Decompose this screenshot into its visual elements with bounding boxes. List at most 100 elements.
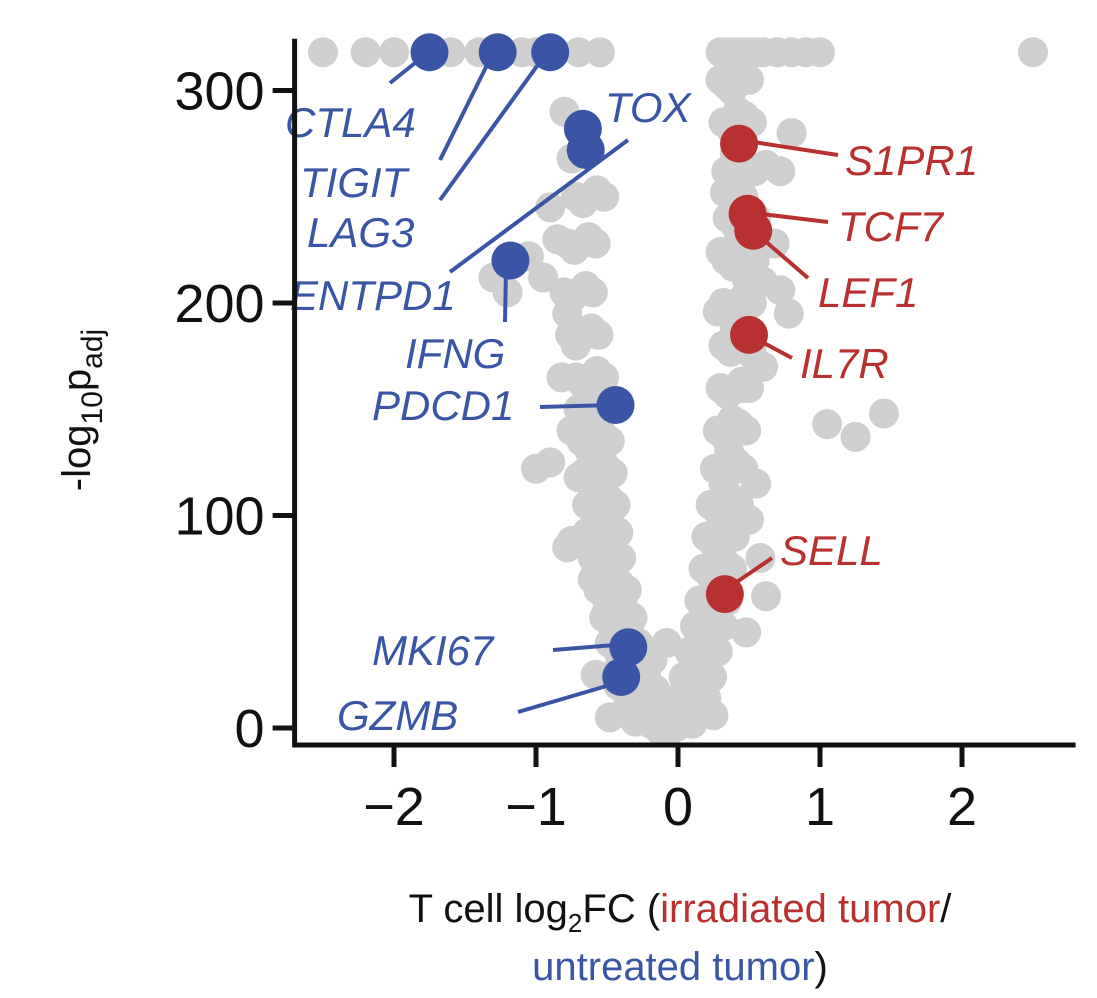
gene-label-tcf7: TCF7	[838, 203, 945, 250]
gene-point	[580, 228, 611, 259]
y-tick-label: 100	[174, 487, 264, 547]
gene-point-ctla4	[410, 33, 449, 72]
gene-point	[739, 156, 770, 187]
gene-label-il7r: IL7R	[800, 340, 889, 387]
x-axis-ticks: −2 −1 0 1 2	[363, 745, 977, 837]
gene-point	[745, 543, 776, 573]
gene-label-sell: SELL	[780, 527, 883, 574]
leader-line-lag3	[438, 53, 547, 202]
gene-point-mki67	[609, 628, 648, 667]
leader-line-gzmb	[517, 683, 611, 714]
gene-label-s1pr1: S1PR1	[845, 137, 978, 184]
gene-point	[731, 617, 762, 648]
gene-point	[589, 181, 620, 212]
gene-label-entpd1: ENTPD1	[290, 272, 456, 319]
gene-point	[492, 277, 523, 308]
x-axis-title-separator: /	[940, 887, 952, 931]
x-axis-title-line1: T cell log2FC (irradiated tumor/	[409, 887, 953, 938]
gene-label-tigit: TIGIT	[300, 159, 411, 206]
y-axis-title: -log10padj	[55, 329, 109, 491]
gene-point	[765, 156, 796, 187]
x-tick-label: 1	[805, 777, 835, 837]
gene-label-ctla4: CTLA4	[285, 99, 416, 146]
gene-point	[583, 319, 614, 350]
gene-label-ifng: IFNG	[405, 330, 505, 377]
gene-point	[734, 64, 764, 95]
gene-point	[577, 277, 608, 308]
gene-label-gzmb: GZMB	[337, 692, 458, 739]
gene-point	[589, 362, 620, 393]
gene-point	[776, 118, 807, 148]
x-axis-title-sub2: 2	[568, 908, 582, 938]
y-axis-title-prefix: -log	[55, 424, 99, 491]
gene-point	[606, 543, 637, 573]
axes: 0 100 200 300 −2 −1 0 1 2	[174, 38, 1076, 837]
x-axis-title-line2: untreated tumor)	[532, 945, 828, 989]
gene-point	[805, 37, 835, 68]
gene-point-pdcd1	[596, 386, 635, 424]
gene-point	[728, 453, 759, 484]
gene-point-tigit	[478, 33, 517, 72]
gene-point	[535, 192, 566, 223]
gene-point	[611, 574, 642, 605]
gene-point-ifng	[491, 241, 530, 280]
gene-label-lag3: LAG3	[307, 209, 414, 256]
y-axis-title-main: p	[55, 369, 99, 391]
gene-point	[379, 37, 409, 68]
y-axis-title-sub10: 10	[76, 391, 109, 424]
gene-point	[868, 398, 899, 429]
x-axis-title-numerator: irradiated tumor	[660, 887, 940, 931]
x-axis-title-suffix: FC (	[582, 887, 660, 931]
gene-point	[765, 275, 796, 306]
y-axis-title-subadj: adj	[76, 329, 109, 369]
gene-point	[724, 489, 755, 520]
gene-point-sell	[705, 575, 744, 614]
x-axis-title-prefix: T cell log	[409, 887, 568, 931]
gene-point	[773, 298, 804, 329]
gene-point	[584, 37, 615, 68]
gene-point	[719, 521, 750, 552]
gene-point	[840, 421, 871, 452]
gene-point	[563, 37, 594, 68]
gene-point	[350, 37, 381, 68]
gene-label-tox: TOX	[605, 84, 693, 131]
gene-point	[751, 581, 782, 612]
gene-label-pdcd1: PDCD1	[372, 382, 514, 429]
highlighted-points	[410, 33, 773, 696]
gene-point	[594, 702, 625, 733]
x-tick-label: 0	[663, 777, 693, 837]
gene-point	[521, 453, 551, 484]
gene-point	[677, 708, 708, 739]
gene-point-s1pr1	[720, 124, 759, 163]
gene-point	[739, 245, 770, 276]
gene-point	[734, 373, 764, 403]
gene-point	[651, 628, 682, 658]
gene-point	[812, 409, 843, 440]
gene-point	[594, 426, 625, 457]
x-tick-label: −1	[505, 777, 567, 837]
x-tick-label: −2	[363, 777, 425, 837]
gene-point-gzmb	[602, 658, 641, 696]
gene-point	[597, 458, 628, 488]
leader-line-tigit	[438, 54, 494, 161]
y-tick-label: 200	[174, 274, 264, 334]
gene-point	[731, 415, 762, 446]
x-tick-label: 2	[947, 777, 977, 837]
gene-label-lef1: LEF1	[818, 269, 918, 316]
gene-point	[1018, 37, 1048, 68]
gene-label-mki67: MKI67	[372, 627, 495, 674]
y-tick-label: 0	[235, 699, 265, 759]
gene-point-lef1	[734, 211, 773, 250]
leader-line-mki67	[552, 643, 616, 652]
x-axis-title-close: )	[815, 945, 828, 989]
gene-point-entpd1	[566, 131, 605, 169]
gene-point	[528, 262, 559, 293]
x-axis-title-denominator: untreated tumor	[532, 945, 814, 989]
gene-point	[736, 288, 767, 318]
y-axis-ticks: 0 100 200 300	[174, 62, 295, 759]
gene-point-lag3	[531, 33, 570, 72]
gene-point	[308, 37, 338, 68]
gene-point-il7r	[730, 315, 768, 354]
